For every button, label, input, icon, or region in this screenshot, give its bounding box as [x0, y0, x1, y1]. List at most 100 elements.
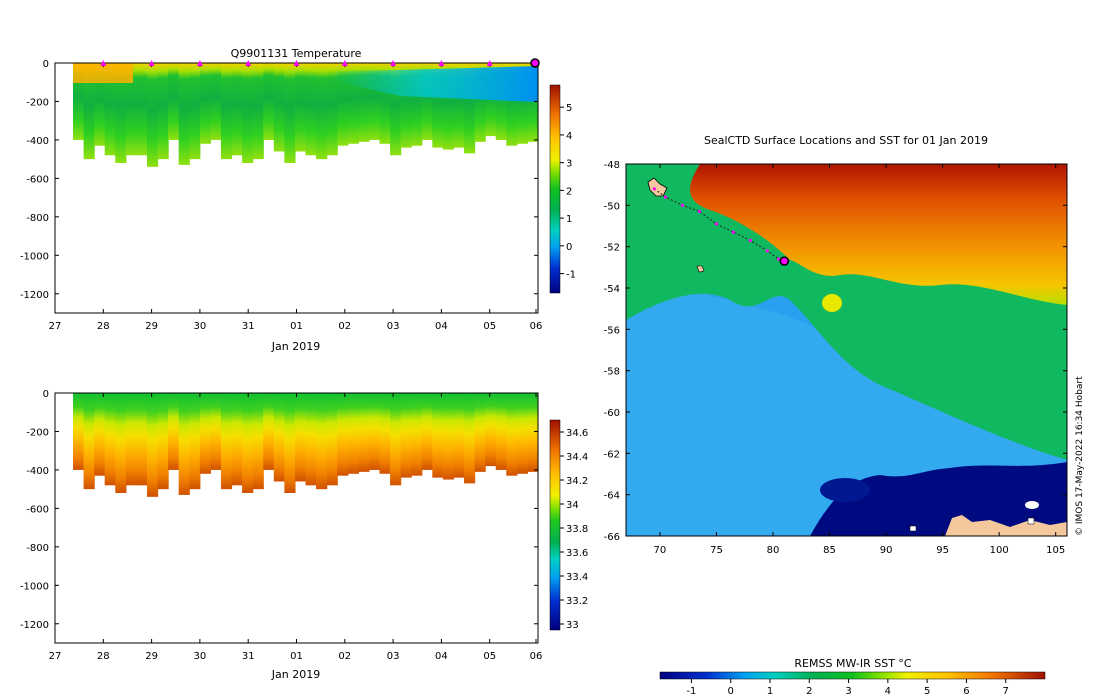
salinity-y-axis: 0 -200 -400 -600 -800 -1000 -1200 — [20, 389, 538, 631]
ice-patch — [1025, 501, 1039, 509]
x-tick-label: 06 — [530, 321, 543, 332]
profile-column — [199, 393, 211, 474]
x-tick-label: 03 — [387, 321, 400, 332]
profile-column — [506, 393, 518, 476]
profile-column — [242, 393, 254, 493]
map-x-tick-label: 75 — [710, 545, 723, 556]
x-tick-label: 03 — [387, 651, 400, 662]
temperature-field — [73, 63, 538, 167]
salinity-panel: 0 -200 -400 -600 -800 -1000 -1200 27 28 29 30 31 01… — [20, 389, 588, 681]
profile-column — [305, 63, 317, 156]
profile-column — [210, 393, 222, 470]
x-tick-label: 04 — [435, 651, 448, 662]
profile-column — [390, 393, 402, 486]
profile-marker — [390, 60, 397, 66]
colorbar-tick-label: 34.2 — [566, 476, 588, 487]
profile-column — [104, 63, 116, 156]
track-point — [697, 209, 702, 214]
profile-column — [453, 393, 465, 478]
map-x-tick-label: 100 — [990, 545, 1009, 556]
x-tick-label: 02 — [338, 321, 351, 332]
land-heard-island — [696, 265, 705, 273]
profile-column — [94, 63, 106, 146]
y-tick-label: -600 — [26, 174, 49, 185]
profile-column — [368, 393, 381, 470]
colorbar-tick-label: 4 — [566, 131, 572, 142]
profile-column — [273, 393, 285, 482]
profile-column — [337, 63, 349, 146]
map-x-tick-label: 80 — [767, 545, 780, 556]
temperature-xlabel: Jan 2019 — [271, 340, 320, 353]
sst-colorbar-tick-label: 5 — [924, 686, 930, 697]
map-x-tick-label: 85 — [823, 545, 836, 556]
y-tick-label: 0 — [43, 389, 49, 400]
map-y-tick-label: -66 — [604, 532, 620, 543]
temperature-x-axis: 27 28 29 30 31 01 02 03 04 05 06 — [49, 63, 543, 332]
map-x-tick-label: 105 — [1046, 545, 1065, 556]
profile-markers — [100, 58, 540, 68]
y-tick-label: -400 — [26, 136, 49, 147]
profile-column — [252, 63, 264, 160]
profile-column — [474, 393, 486, 472]
profile-column — [263, 63, 275, 140]
salinity-colorbar — [549, 419, 561, 631]
profile-column — [400, 393, 412, 478]
profile-column — [136, 393, 148, 486]
profile-column — [316, 63, 328, 160]
profile-marker — [486, 60, 493, 66]
profile-column — [390, 63, 402, 156]
profile-column — [284, 63, 296, 163]
x-tick-label: 31 — [242, 321, 255, 332]
profile-column — [495, 63, 507, 140]
profile-column — [252, 393, 264, 490]
salinity-colorbar-ticks: 34.6 34.4 34.2 34 33.8 33.6 33.4 33.2 33 — [560, 428, 588, 631]
track-end-point — [779, 256, 790, 266]
sst-colorbar-tick-label: 3 — [845, 686, 851, 697]
profile-column — [178, 393, 190, 495]
profile-column — [326, 393, 338, 486]
profile-column — [189, 393, 201, 490]
map-y-tick-label: -58 — [604, 367, 620, 378]
land-kerguelen — [647, 177, 668, 197]
colorbar-tick-label: 34.4 — [566, 452, 588, 463]
track-line — [653, 188, 779, 260]
profile-column — [516, 393, 529, 474]
profile-column — [527, 63, 538, 142]
profile-column — [220, 63, 233, 160]
colorbar-tick-label: 33.2 — [566, 596, 588, 607]
map-y-tick-label: -60 — [604, 408, 620, 419]
ice-patch-small — [1027, 517, 1035, 525]
track-point — [663, 195, 668, 199]
profile-column — [168, 63, 180, 140]
colorbar-tick-label: -1 — [566, 270, 576, 281]
profile-column — [146, 393, 159, 497]
profile-column — [442, 63, 455, 150]
profile-column — [432, 393, 444, 478]
profile-column — [432, 63, 444, 148]
profile-column — [411, 393, 423, 476]
x-tick-label: 27 — [49, 651, 62, 662]
profile-column — [411, 63, 423, 146]
map-y-tick-label: -48 — [604, 160, 620, 171]
profile-column — [168, 393, 180, 470]
sst-map-panel: SealCTD Surface Locations and SST for 01… — [604, 134, 1085, 697]
profile-column — [294, 393, 307, 482]
profile-marker — [245, 60, 252, 66]
profile-column — [104, 393, 116, 486]
map-credit: © IMOS 17-May-2022 16:34 Hobart — [1075, 376, 1085, 536]
sst-cold-patch — [820, 478, 870, 502]
profile-column — [242, 63, 254, 163]
y-tick-label: 0 — [43, 59, 49, 70]
map-y-axis: -48 -50 -52 -54 -56 -58 -60 -62 -64 -66 — [604, 160, 1067, 543]
profile-column — [125, 63, 138, 156]
profile-column — [83, 393, 95, 490]
profile-column — [115, 63, 127, 163]
temperature-colorbar — [549, 84, 561, 294]
colorbar-tick-label: 33 — [566, 620, 579, 631]
profile-column — [474, 63, 486, 142]
map-x-axis: 70 75 80 85 90 95 100 105 — [654, 164, 1065, 556]
profile-column — [220, 393, 233, 490]
x-tick-label: 28 — [97, 321, 110, 332]
profile-column — [146, 63, 159, 167]
